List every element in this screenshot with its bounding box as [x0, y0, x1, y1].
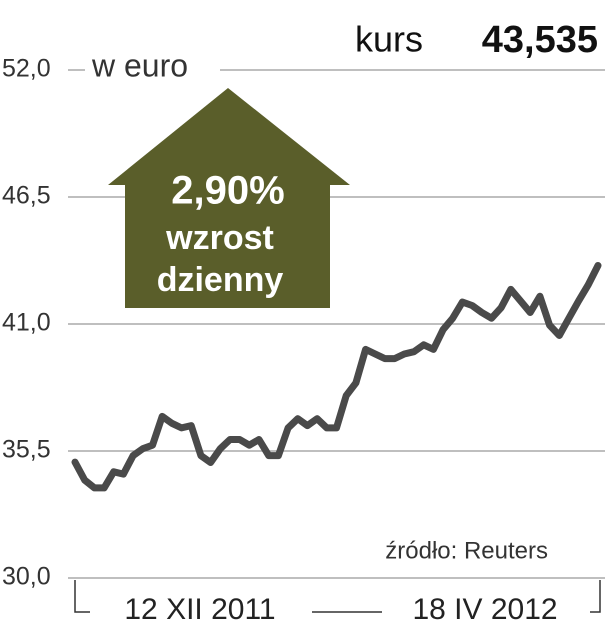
label-backdrop — [85, 50, 220, 90]
up-arrow — [108, 88, 350, 308]
y-tick-label: 52,0 — [2, 55, 51, 83]
x-axis — [74, 580, 601, 613]
badge-text: dzienny — [157, 261, 284, 299]
x-tick-label: 18 IV 2012 — [412, 593, 557, 626]
badge-value: 2,90% — [171, 169, 284, 213]
y-tick-label: 30,0 — [2, 563, 51, 591]
price-value: 43,535 — [482, 19, 598, 61]
label-backdrop — [382, 596, 590, 626]
price-caption: kurs — [355, 19, 423, 60]
grid — [68, 69, 605, 579]
badge-text: wzrost — [165, 219, 274, 257]
y-tick-label: 46,5 — [2, 182, 51, 210]
y-tick-label: 35,5 — [2, 436, 51, 464]
y-tick-label: 41,0 — [2, 309, 51, 337]
unit-label: w euro — [91, 47, 188, 83]
source: źródło: Reuters — [385, 537, 548, 564]
x-tick-label: 12 XII 2011 — [124, 593, 275, 626]
label-backdrop — [90, 596, 312, 626]
price-line — [71, 262, 602, 492]
